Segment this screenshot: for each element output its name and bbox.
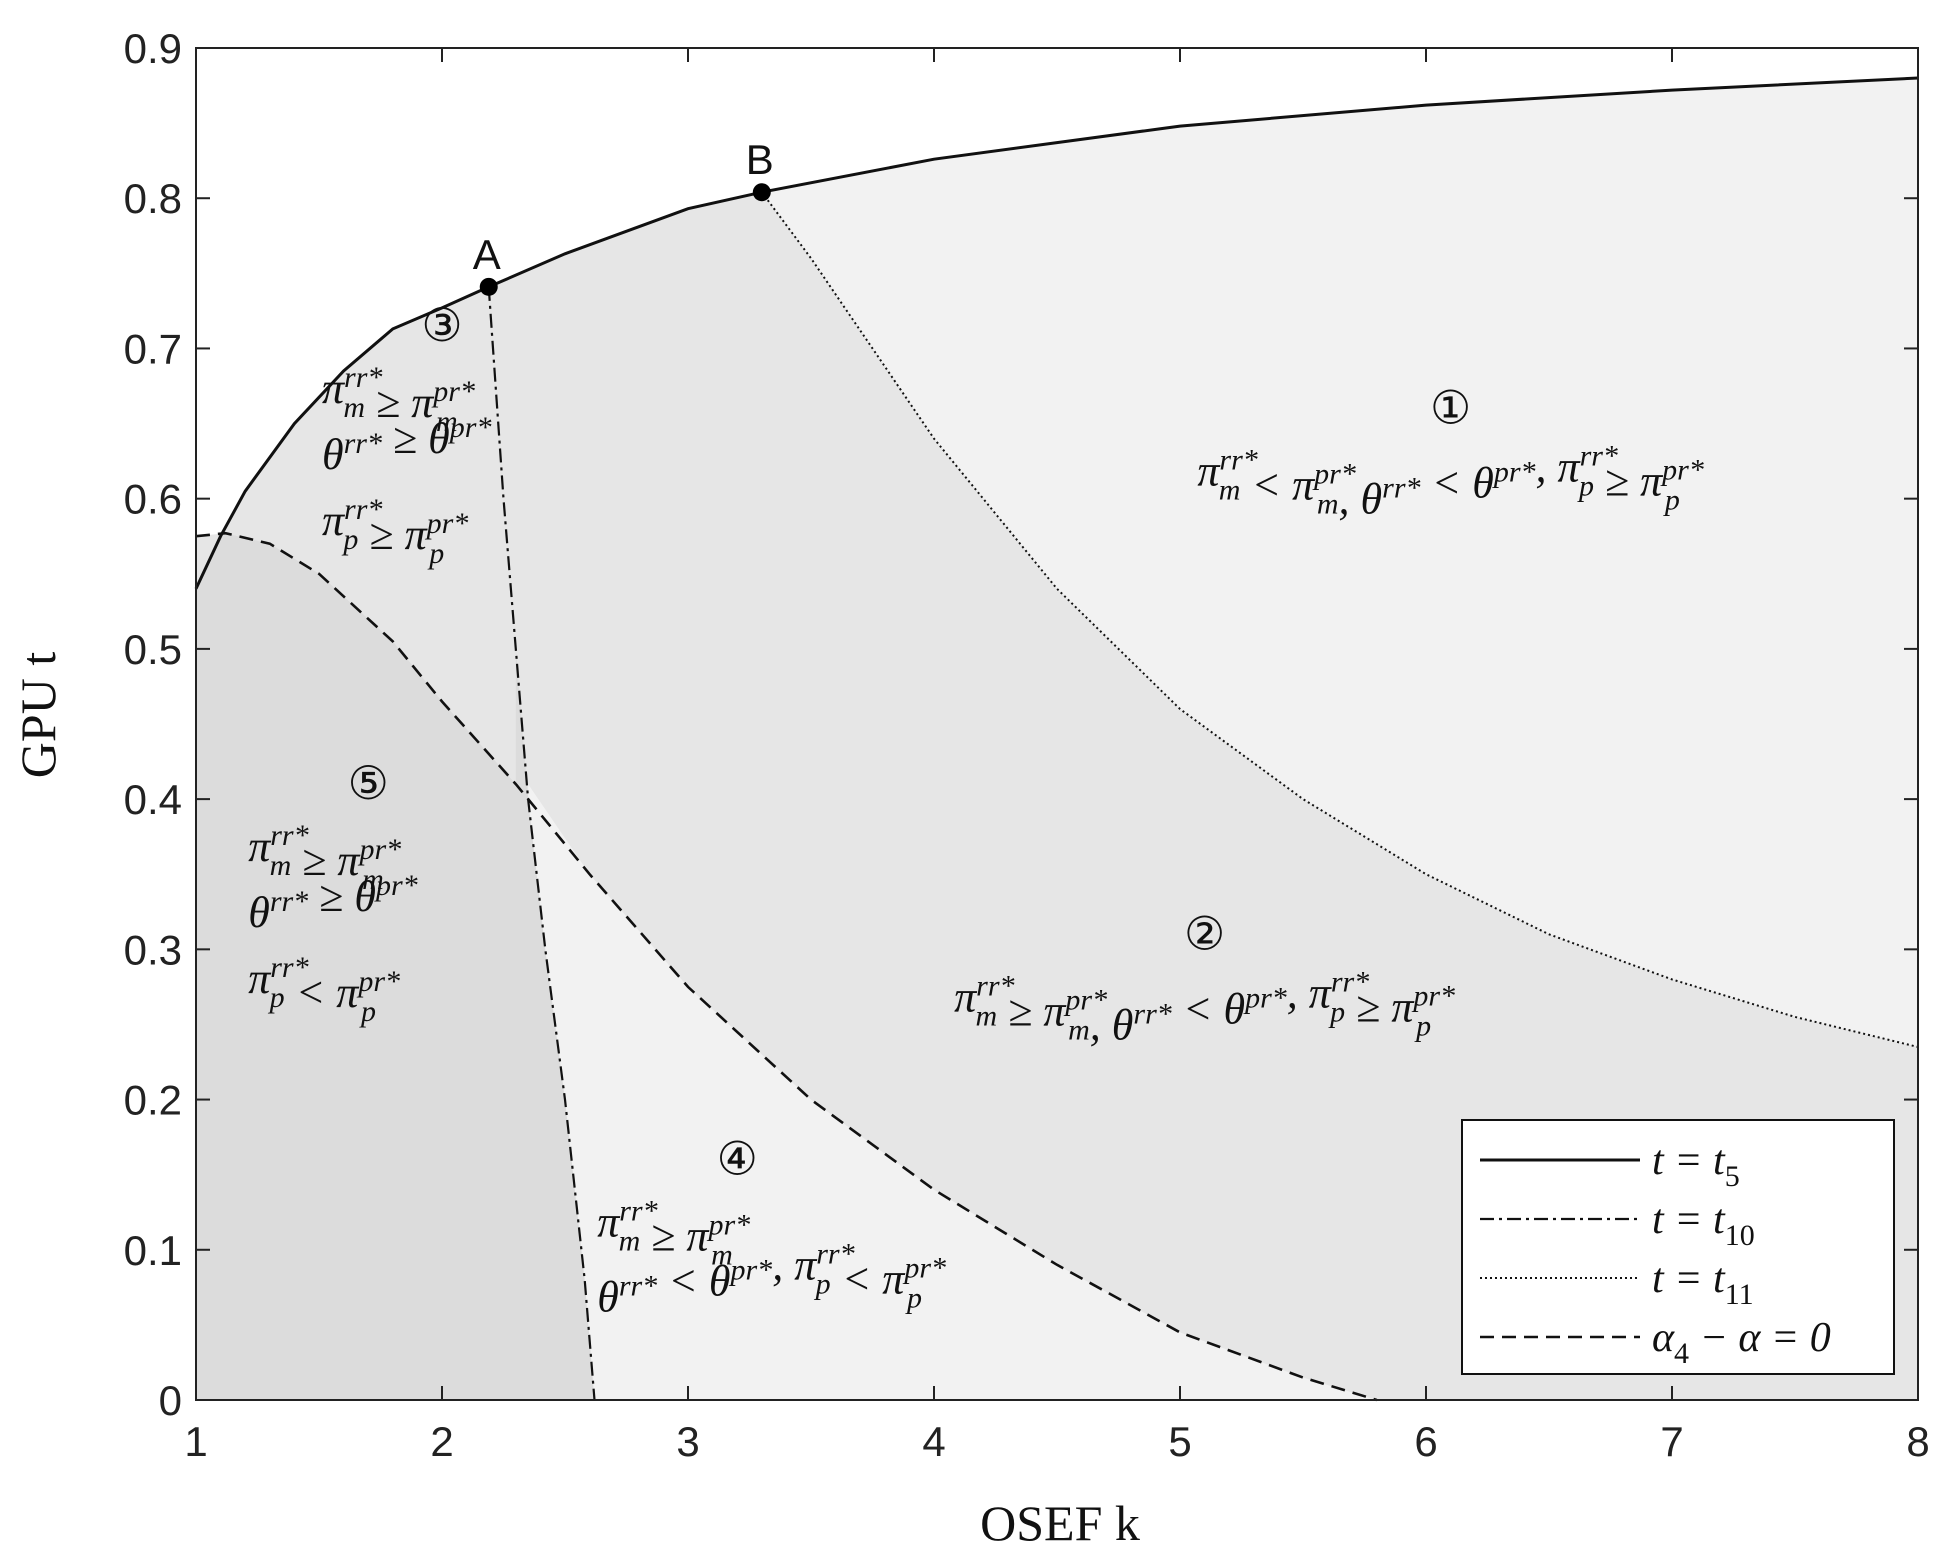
series-line-0 [194,76,1919,590]
axes: 1 2 3 4 5 6 7 8 0 0.1 0.2 0.3 0.4 0.5 0.6 0.7 0.8 0.9 [124,25,1930,1465]
legend-box [1461,1119,1895,1375]
region-condition: θrr* ≥ θpr* [322,411,491,479]
region-condition: θrr* < θpr*, πrr* p < πpr* p [597,1238,946,1322]
region-condition: πrr* m ≥ πpr* m [248,819,401,896]
x-axis-title: OSEF k [980,1495,1140,1551]
x-tick-label: 3 [676,1418,699,1465]
point-b [752,183,771,202]
y-tick-label: 0.1 [124,1227,182,1274]
region-condition: πrr* p < πpr* p [248,951,400,1028]
x-tick-label: 4 [922,1418,945,1465]
region-condition: πrr* p ≥ πpr* p [322,493,468,570]
x-tick-label: 7 [1660,1418,1683,1465]
plot-frame [195,47,1919,1401]
point-a [479,277,498,296]
x-tick-label: 8 [1906,1418,1929,1465]
region-fills [196,78,1918,1400]
point-label-a: A [473,231,501,278]
x-tick-label: 1 [184,1418,207,1465]
region-4-fill [528,784,1377,1400]
legend-label-1: t = t10 [1652,1197,1755,1252]
point-label-b: B [746,136,774,183]
region-number-4: ④ [717,1132,758,1186]
x-tick-label: 2 [430,1418,453,1465]
y-axis-title: GPU t [10,652,66,779]
x-tick-label: 5 [1168,1418,1191,1465]
legend-label-0: t = t5 [1652,1138,1740,1193]
series-line-1 [487,286,596,1401]
y-tick-label: 0.8 [124,175,182,222]
legend-label-3: α4 − α = 0 [1652,1315,1831,1370]
region-3-fill [196,286,516,785]
region-number-1: ① [1430,381,1471,435]
region-number-5: ⑤ [348,756,389,810]
region-1-fill [761,78,1918,1047]
y-tick-label: 0.7 [124,325,182,372]
region-condition: θrr* ≥ θpr* [248,869,417,937]
legend-label-2: t = t11 [1652,1256,1754,1311]
region-condition: πrr* m ≥ πpr* m [597,1195,750,1272]
boundary-curves [194,76,1919,1402]
y-tick-label: 0.5 [124,626,182,673]
y-tick-label: 0.3 [124,926,182,973]
y-tick-label: 0.4 [124,776,182,823]
region-number-3: ③ [421,298,462,352]
y-tick-label: 0.9 [124,25,182,72]
region-condition: πrr* m < πpr* m, θrr* < θpr*, πrr* p ≥ πpr*… [1197,440,1703,524]
x-tick-label: 6 [1414,1418,1437,1465]
y-tick-label: 0.6 [124,476,182,523]
marked-points: AB [473,136,774,296]
y-tick-label: 0.2 [124,1077,182,1124]
series-line-3 [195,531,1378,1402]
region-condition: πrr* m ≥ πpr* m, θrr* < θpr*, πrr* p ≥ πpr*… [954,965,1455,1049]
y-tick-label: 0 [159,1377,182,1424]
region-condition: πrr* m ≥ πpr* m [322,361,475,438]
region-number-2: ② [1184,906,1225,960]
